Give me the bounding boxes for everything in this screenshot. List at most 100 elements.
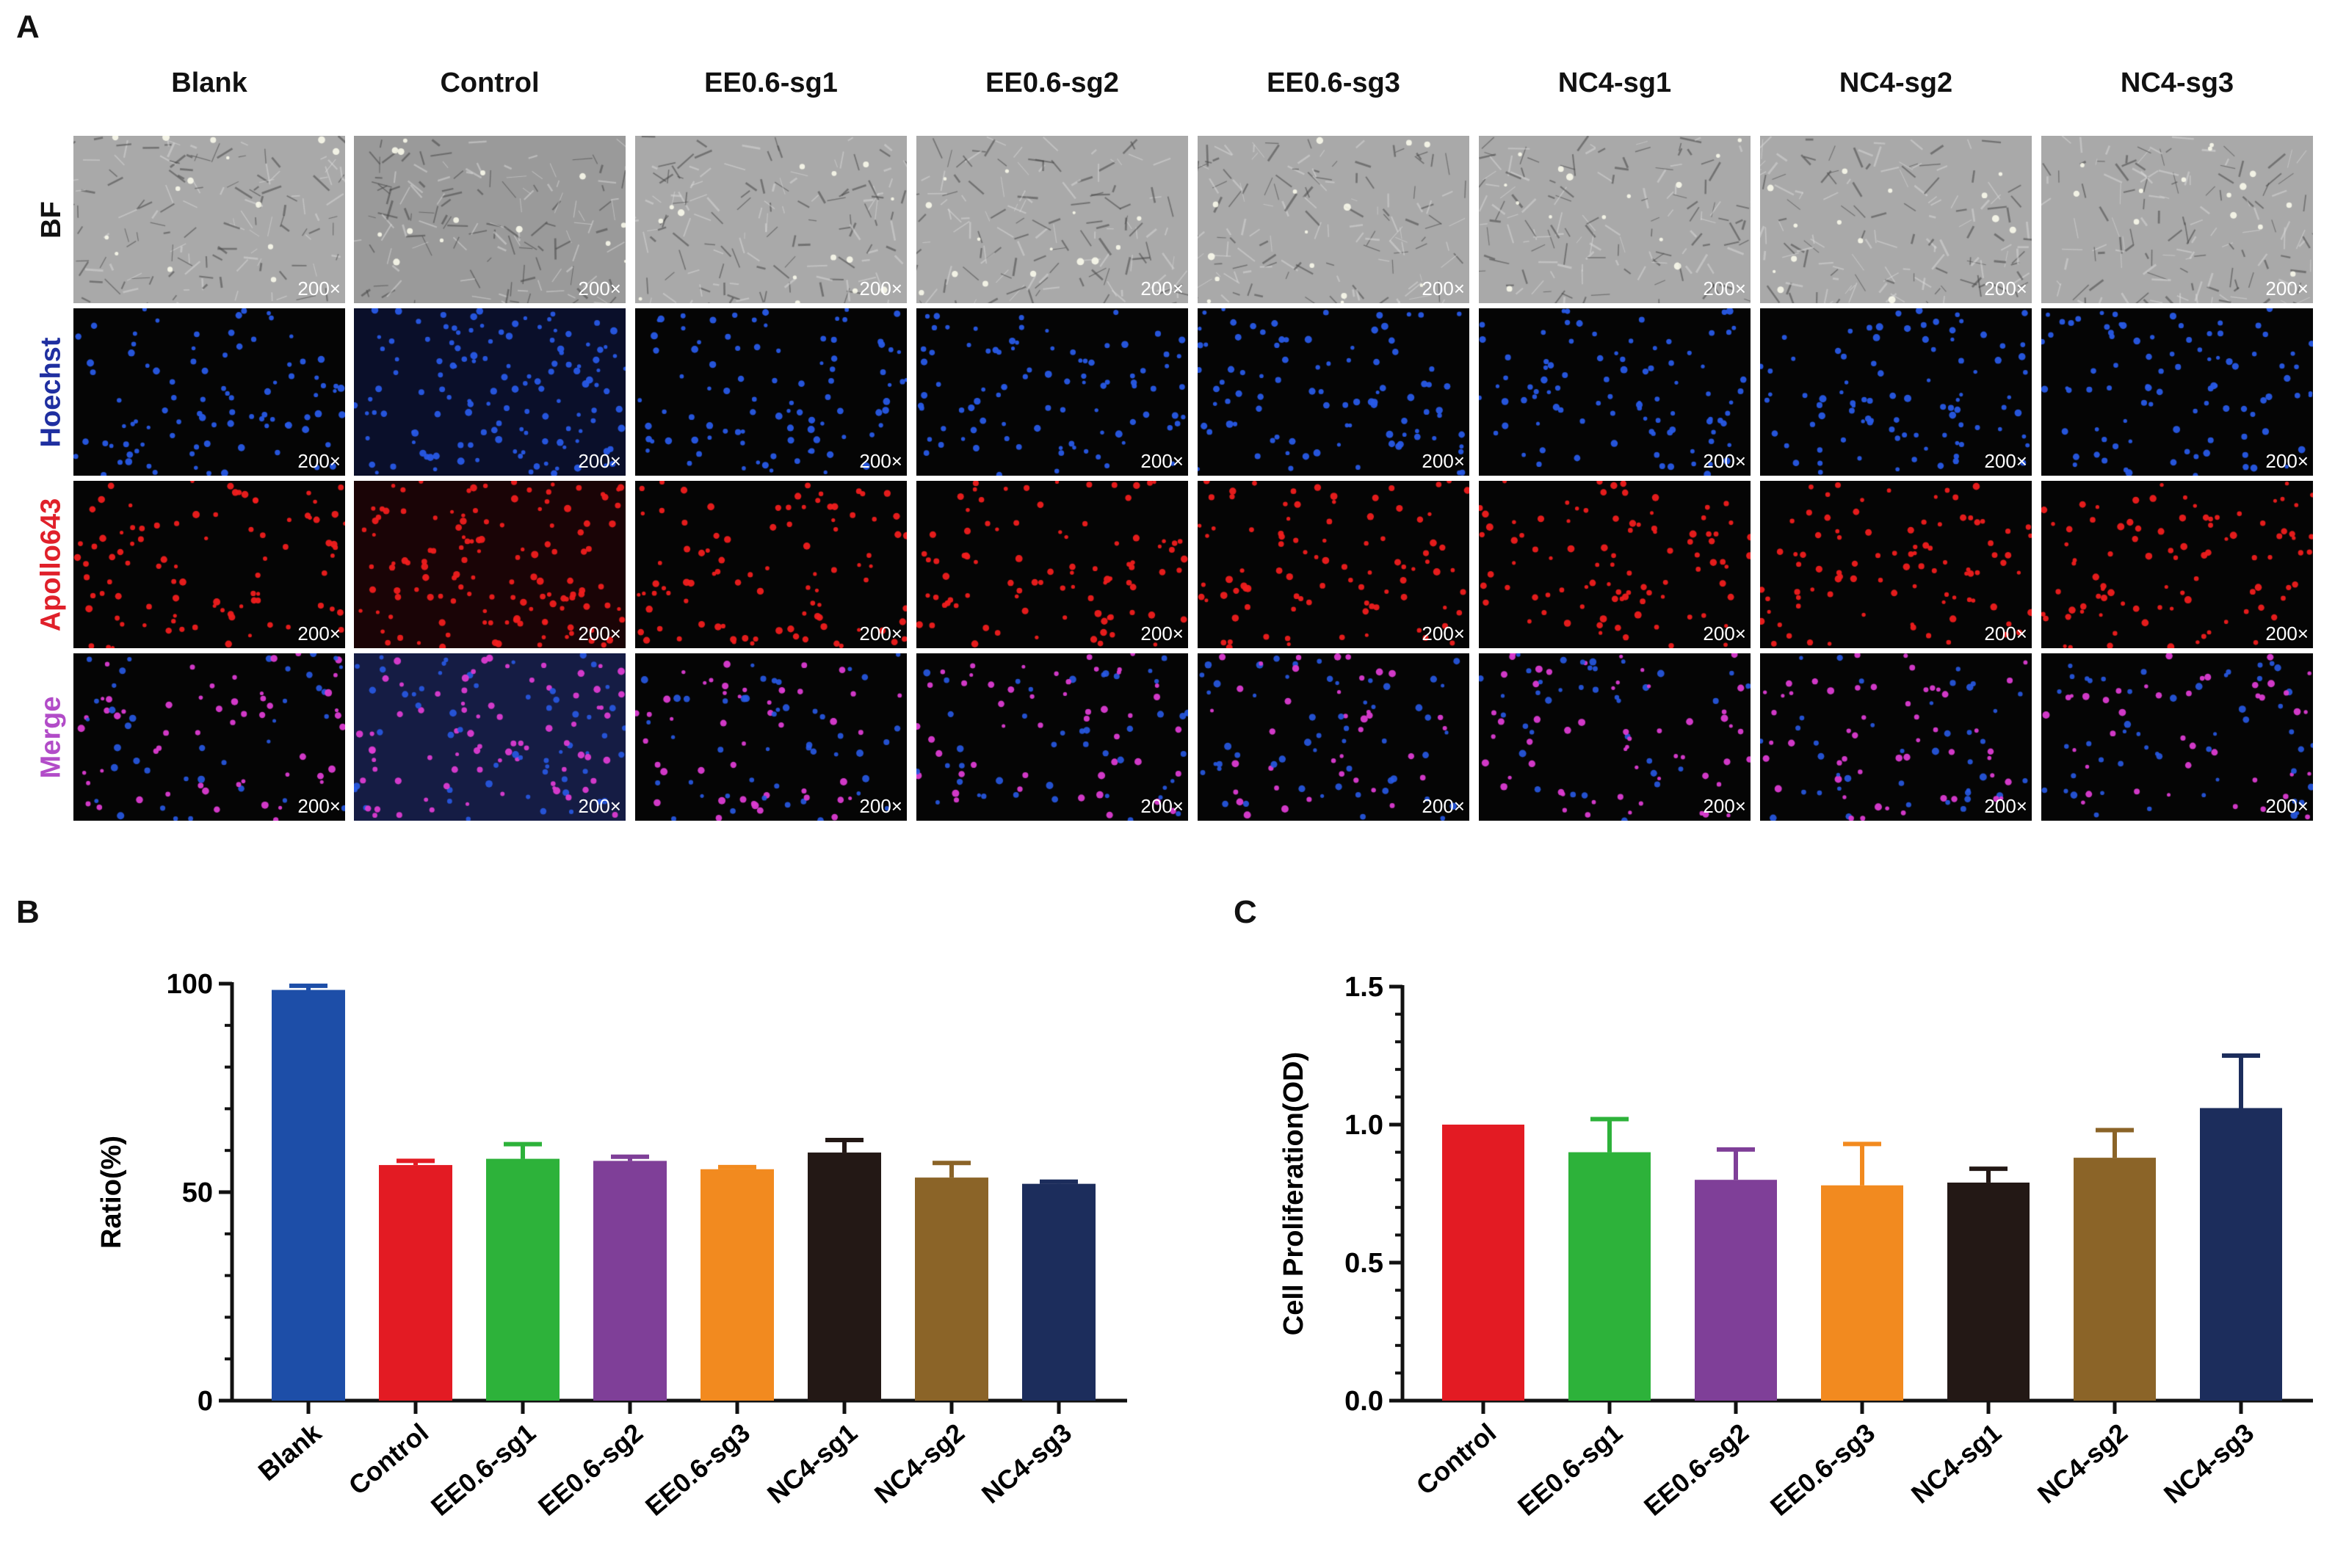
micrograph-merge-6: 200× xyxy=(1760,653,2032,821)
micrograph-hoechst-0: 200× xyxy=(73,308,345,476)
y-tick-label: 100 xyxy=(167,969,213,1000)
magnification-label: 200× xyxy=(859,795,902,817)
panel-label-b: B xyxy=(16,894,40,930)
micrograph-bf-5: 200× xyxy=(1479,136,1751,303)
row-label-hoechst: Hoechst xyxy=(29,308,73,476)
bar-5 xyxy=(808,1153,881,1401)
bar-3 xyxy=(1821,1185,1903,1401)
bar-2 xyxy=(1695,1180,1777,1401)
micrograph-apollo-1: 200× xyxy=(354,481,626,648)
micrograph-bf-4: 200× xyxy=(1198,136,1469,303)
bar-4 xyxy=(1947,1182,2030,1401)
y-tick-label: 1.5 xyxy=(1344,972,1383,1003)
micrograph-apollo-2: 200× xyxy=(635,481,907,648)
column-header-1: Control xyxy=(440,68,540,98)
bar-7 xyxy=(1022,1183,1096,1401)
magnification-label: 200× xyxy=(1140,277,1184,300)
micrograph-bf-7: 200× xyxy=(2041,136,2313,303)
magnification-label: 200× xyxy=(1422,450,1465,472)
bar-6 xyxy=(2200,1108,2282,1401)
row-label-bf: BF xyxy=(29,136,73,303)
micrograph-hoechst-4: 200× xyxy=(1198,308,1469,476)
magnification-label: 200× xyxy=(578,277,621,300)
x-tick-label: EE0.6-sg1 xyxy=(425,1418,541,1522)
x-tick-label: EE0.6-sg2 xyxy=(532,1418,648,1522)
magnification-label: 200× xyxy=(1140,623,1184,645)
magnification-label: 200× xyxy=(578,795,621,817)
magnification-label: 200× xyxy=(297,795,341,817)
micrograph-hoechst-3: 200× xyxy=(916,308,1188,476)
micrograph-bf-1: 200× xyxy=(354,136,626,303)
magnification-label: 200× xyxy=(859,277,902,300)
x-tick-label: Control xyxy=(1411,1418,1502,1501)
micrograph-merge-2: 200× xyxy=(635,653,907,821)
magnification-label: 200× xyxy=(1140,450,1184,472)
column-header-2: EE0.6-sg1 xyxy=(704,68,838,98)
chart-ratio: 0 50 100 Blank ControlEE0.6-sg1EE0.6-sg2EE0.… xyxy=(96,969,1127,1522)
micrograph-apollo-0: 200× xyxy=(73,481,345,648)
y-tick-label: 0 xyxy=(198,1386,213,1417)
micrograph-merge-7: 200× xyxy=(2041,653,2313,821)
column-header-6: NC4-sg2 xyxy=(1839,68,1953,98)
row-label-merge: Merge xyxy=(29,653,73,821)
magnification-label: 200× xyxy=(578,623,621,645)
micrograph-merge-3: 200× xyxy=(916,653,1188,821)
magnification-label: 200× xyxy=(1703,623,1746,645)
chart-cell-proliferation: 0.0 0.5 1.0 1.5 Control EE0.6-sg1 EE0.6-sg2 EE0… xyxy=(1278,972,2313,1522)
y-tick-label: 1.0 xyxy=(1344,1110,1383,1141)
magnification-label: 200× xyxy=(2265,795,2309,817)
magnification-label: 200× xyxy=(1703,277,1746,300)
micrograph-bf-3: 200× xyxy=(916,136,1188,303)
x-tick-label: NC4-sg2 xyxy=(869,1418,970,1509)
bar-1 xyxy=(1568,1152,1651,1401)
x-tick-label: EE0.6-sg2 xyxy=(1638,1418,1754,1522)
micrograph-hoechst-1: 200× xyxy=(354,308,626,476)
magnification-label: 200× xyxy=(1984,795,2027,817)
y-tick-label: 50 xyxy=(182,1177,213,1208)
row-label-text: BF xyxy=(35,200,67,239)
micrograph-merge-0: 200× xyxy=(73,653,345,821)
magnification-label: 200× xyxy=(1703,450,1746,472)
bar-1 xyxy=(379,1165,452,1401)
magnification-label: 200× xyxy=(1422,277,1465,300)
micrograph-merge-5: 200× xyxy=(1479,653,1751,821)
magnification-label: 200× xyxy=(297,623,341,645)
x-tick-label: EE0.6-sg3 xyxy=(640,1418,756,1522)
x-tick-label: Control xyxy=(343,1418,434,1501)
magnification-label: 200× xyxy=(1984,277,2027,300)
column-header-5: NC4-sg1 xyxy=(1557,68,1672,98)
magnification-label: 200× xyxy=(1140,795,1184,817)
column-header-3: EE0.6-sg2 xyxy=(985,68,1119,98)
row-label-text: Hoechst xyxy=(35,337,67,447)
magnification-label: 200× xyxy=(1984,623,2027,645)
x-tick-label: EE0.6-sg1 xyxy=(1512,1418,1628,1522)
bar-0 xyxy=(1442,1125,1524,1401)
magnification-label: 200× xyxy=(2265,277,2309,300)
micrograph-bf-6: 200× xyxy=(1760,136,2032,303)
bar-5 xyxy=(2074,1158,2156,1401)
column-header-4: EE0.6-sg3 xyxy=(1267,68,1400,98)
x-tick-label: NC4-sg3 xyxy=(2158,1418,2259,1509)
x-tick-label: NC4-sg2 xyxy=(2032,1418,2133,1509)
magnification-label: 200× xyxy=(2265,623,2309,645)
x-tick-label: NC4-sg1 xyxy=(761,1418,863,1509)
micrograph-apollo-3: 200× xyxy=(916,481,1188,648)
panel-label-c: C xyxy=(1234,894,1257,930)
magnification-label: 200× xyxy=(1703,795,1746,817)
micrograph-apollo-7: 200× xyxy=(2041,481,2313,648)
micrograph-apollo-6: 200× xyxy=(1760,481,2032,648)
row-label-text: Apollo643 xyxy=(35,498,67,631)
bar-6 xyxy=(915,1177,988,1401)
micrograph-hoechst-6: 200× xyxy=(1760,308,2032,476)
y-axis-label: Cell Proliferation(OD) xyxy=(1278,1052,1309,1335)
column-header-7: NC4-sg3 xyxy=(2120,68,2234,98)
x-tick-label: Blank xyxy=(253,1417,327,1487)
column-header-0: Blank xyxy=(171,68,247,98)
magnification-label: 200× xyxy=(2265,450,2309,472)
magnification-label: 200× xyxy=(1984,450,2027,472)
micrograph-bf-2: 200× xyxy=(635,136,907,303)
magnification-label: 200× xyxy=(297,277,341,300)
micrograph-apollo-4: 200× xyxy=(1198,481,1469,648)
magnification-label: 200× xyxy=(297,450,341,472)
bar-3 xyxy=(593,1161,667,1401)
